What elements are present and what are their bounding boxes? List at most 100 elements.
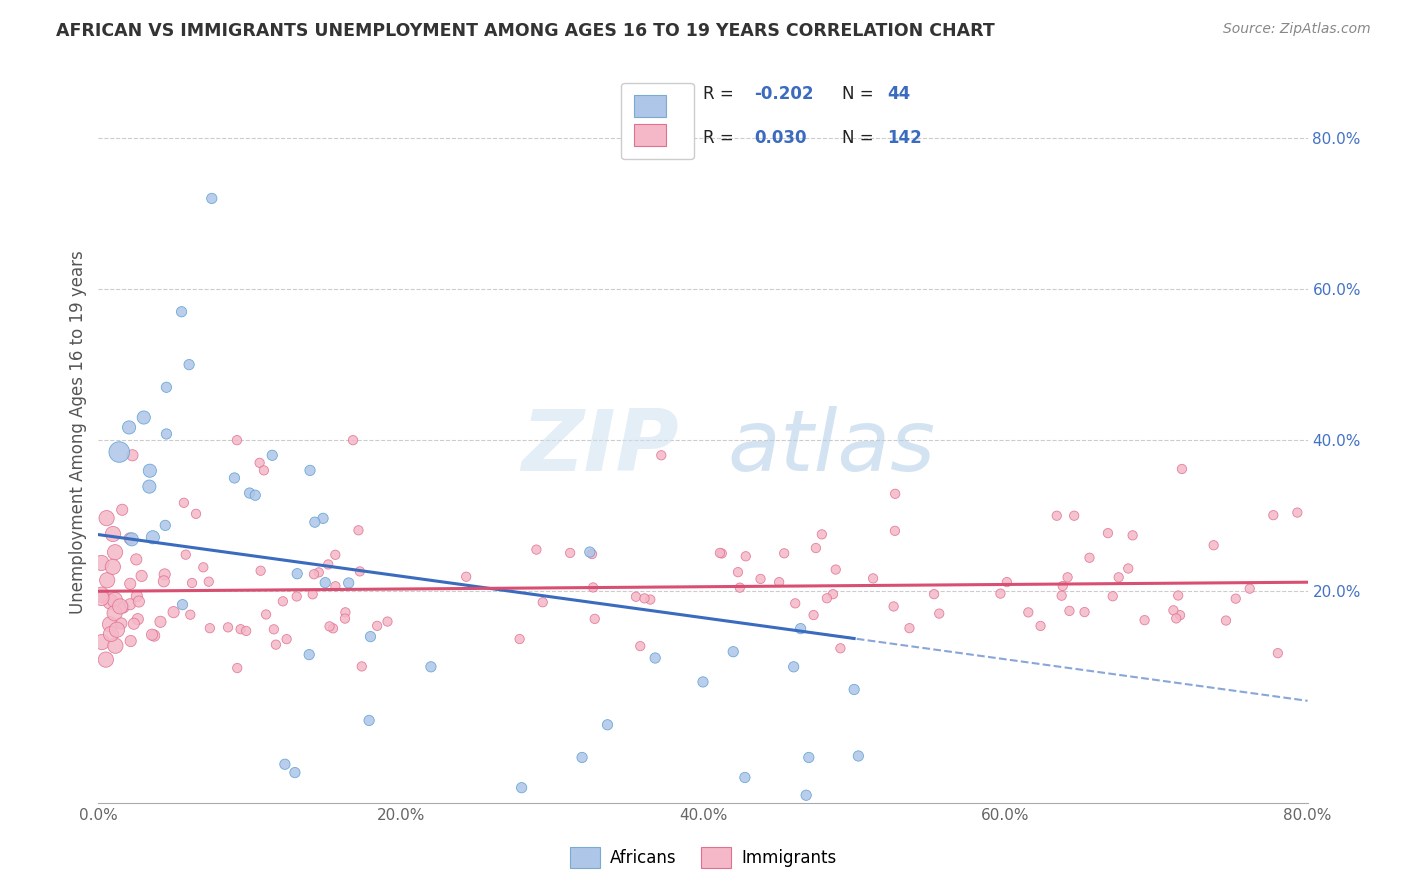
Point (112, 600, 135, 615)
Point (1059, 604, 1081, 618)
Point (96, 511, 118, 525)
Point (1050, 589, 1073, 603)
Point (249, 564, 271, 578)
Point (121, 533, 143, 547)
Point (830, 641, 852, 656)
Point (727, 565, 749, 579)
Point (108, 445, 131, 459)
Point (510, 780, 533, 795)
Point (824, 563, 846, 577)
Point (153, 574, 176, 589)
Point (821, 587, 844, 601)
Point (723, 645, 745, 659)
Point (650, 448, 672, 462)
Point (318, 619, 340, 633)
Point (710, 546, 733, 560)
Point (94, 652, 117, 666)
Point (773, 546, 796, 560)
Point (1122, 528, 1144, 542)
Text: 142: 142 (887, 129, 921, 147)
Point (184, 507, 207, 521)
Text: AFRICAN VS IMMIGRANTS UNEMPLOYMENT AMONG AGES 16 TO 19 YEARS CORRELATION CHART: AFRICAN VS IMMIGRANTS UNEMPLOYMENT AMONG… (56, 22, 995, 40)
Y-axis label: Unemployment Among Ages 16 to 19 years: Unemployment Among Ages 16 to 19 years (69, 251, 87, 615)
Point (1267, 646, 1289, 660)
Point (633, 591, 655, 606)
Point (1168, 608, 1191, 623)
Point (1063, 508, 1085, 523)
Point (583, 612, 606, 626)
Point (302, 567, 325, 582)
Point (884, 487, 907, 501)
Point (149, 615, 172, 629)
Point (640, 592, 662, 607)
Point (127, 612, 149, 626)
Point (263, 623, 285, 637)
Point (1167, 589, 1189, 603)
Point (1029, 619, 1052, 633)
Point (709, 546, 731, 560)
Point (360, 630, 382, 644)
Point (101, 527, 124, 541)
Point (118, 532, 141, 546)
Point (846, 749, 869, 764)
Point (1286, 506, 1309, 520)
Point (350, 659, 373, 673)
Point (121, 448, 143, 462)
Point (990, 586, 1012, 600)
Point (862, 571, 884, 585)
Point (198, 621, 221, 635)
Point (335, 605, 357, 619)
Point (749, 572, 772, 586)
Point (509, 632, 531, 646)
Point (323, 548, 346, 562)
Point (120, 576, 142, 591)
Point (768, 575, 790, 590)
Point (264, 638, 287, 652)
Point (105, 623, 128, 637)
Point (120, 597, 142, 611)
Text: -0.202: -0.202 (754, 85, 813, 103)
Point (734, 549, 756, 564)
Point (928, 607, 950, 621)
Point (797, 750, 820, 764)
Point (995, 575, 1018, 590)
Point (1239, 582, 1261, 596)
Point (173, 496, 195, 510)
Point (104, 639, 127, 653)
Point (734, 771, 756, 785)
Point (347, 524, 370, 538)
Point (456, 570, 478, 584)
Point (316, 558, 339, 572)
Text: N =: N = (842, 85, 879, 103)
Point (284, 765, 307, 780)
Point (174, 548, 197, 562)
Text: ZIP: ZIP (522, 406, 679, 489)
Point (815, 591, 838, 606)
Point (1078, 550, 1101, 565)
Point (90, 591, 112, 605)
Point (922, 587, 945, 601)
Point (217, 620, 239, 634)
Point (531, 595, 554, 609)
Point (1225, 591, 1247, 606)
Point (111, 503, 134, 517)
Point (254, 607, 277, 622)
Point (132, 410, 155, 425)
Point (170, 304, 193, 318)
Text: Source: ZipAtlas.com: Source: ZipAtlas.com (1223, 22, 1371, 37)
Legend: Africans, Immigrants: Africans, Immigrants (561, 838, 845, 876)
Point (1166, 611, 1188, 625)
Point (131, 569, 153, 583)
Point (844, 682, 866, 697)
Point (692, 674, 714, 689)
Point (142, 530, 165, 544)
Point (138, 480, 160, 494)
Text: R =: R = (703, 85, 740, 103)
Point (104, 593, 127, 607)
Point (101, 559, 124, 574)
Point (783, 660, 806, 674)
Point (276, 632, 298, 647)
Point (285, 566, 308, 581)
Point (349, 565, 371, 579)
Point (596, 718, 619, 732)
